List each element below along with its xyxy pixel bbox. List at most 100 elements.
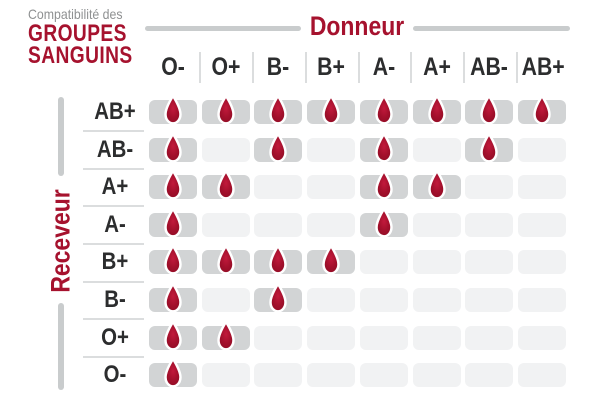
- row-label-O-: O-: [103, 361, 127, 389]
- cell-O--from-AB+: [517, 363, 566, 388]
- cell-AB+-from-AB+: [517, 94, 566, 125]
- cell-B--from-A+: [412, 288, 461, 312]
- blood-drop-icon: [269, 132, 288, 163]
- cell-O+-from-B-: [254, 325, 303, 350]
- cell-A+-from-B-: [254, 175, 303, 200]
- cell-O--from-B-: [254, 363, 303, 388]
- column-divider: [357, 52, 360, 83]
- cell-AB+-from-B-: [254, 94, 303, 125]
- cell-AB--from-B+: [307, 137, 356, 162]
- cell-B+-from-O+: [201, 244, 250, 275]
- cell-B+-from-AB-: [465, 250, 514, 275]
- cell-O--from-B+: [307, 363, 356, 388]
- column-header-O-: O-: [161, 53, 185, 81]
- chart-title-line-1: GROUPES: [28, 20, 127, 47]
- column-divider: [462, 52, 465, 83]
- cell-A--from-B-: [254, 212, 303, 237]
- donor-axis-label: Donneur: [309, 11, 405, 41]
- row-divider: [83, 130, 144, 133]
- blood-drop-icon: [164, 357, 182, 388]
- row-label-O+: O+: [101, 323, 129, 351]
- cell-A--from-O+: [201, 212, 250, 237]
- chart-title-block: Compatibilité des GROUPES SANGUINS: [28, 6, 159, 68]
- receiver-decorative-bar-top: [58, 97, 64, 176]
- receiver-decorative-bar-bottom: [58, 303, 64, 390]
- blood-drop-icon: [322, 94, 340, 125]
- receiver-axis-label: Receveur: [45, 189, 76, 293]
- column-divider: [515, 52, 518, 83]
- cell-O+-from-O+: [201, 320, 250, 351]
- column-divider: [199, 52, 202, 83]
- column-header-A-: A-: [372, 53, 396, 81]
- blood-drop-icon: [480, 132, 498, 163]
- column-header-B-: B-: [267, 53, 290, 81]
- row-divider: [83, 318, 144, 321]
- blood-drop-icon: [375, 132, 393, 163]
- cell-A--from-AB-: [465, 212, 514, 237]
- blood-drop-icon: [164, 282, 182, 313]
- blood-drop-icon: [164, 94, 182, 125]
- cell-O+-from-AB-: [465, 325, 514, 350]
- cell-B+-from-A-: [359, 250, 408, 275]
- cell-A--from-A-: [359, 207, 408, 238]
- cell-O+-from-B+: [307, 325, 356, 350]
- cell-B+-from-B-: [254, 244, 303, 275]
- blood-drop-icon: [427, 169, 446, 200]
- cell-B+-from-B+: [307, 244, 356, 275]
- blood-drop-icon: [375, 169, 393, 200]
- column-header-B+: B+: [317, 53, 345, 81]
- cell-AB+-from-O-: [149, 94, 197, 125]
- cell-AB--from-O+: [201, 137, 250, 162]
- blood-drop-icon: [216, 244, 235, 275]
- cell-B--from-O+: [201, 288, 250, 312]
- cell-B+-from-A+: [412, 250, 461, 275]
- column-divider: [252, 52, 255, 83]
- blood-drop-icon: [269, 282, 288, 313]
- blood-drop-icon: [375, 94, 393, 125]
- blood-drop-icon: [533, 94, 551, 125]
- column-divider: [304, 52, 307, 83]
- blood-drop-icon: [269, 244, 288, 275]
- cell-O--from-A+: [412, 363, 461, 388]
- blood-drop-icon: [164, 169, 182, 200]
- cell-AB--from-AB+: [517, 137, 566, 162]
- row-label-A-: A-: [104, 210, 126, 238]
- row-label-AB-: AB-: [96, 135, 134, 163]
- cell-B--from-AB-: [465, 288, 514, 312]
- cell-O--from-AB-: [465, 363, 514, 388]
- column-divider: [410, 52, 413, 83]
- blood-drop-icon: [164, 244, 182, 275]
- row-label-B-: B-: [104, 286, 126, 313]
- blood-drop-icon: [269, 94, 288, 125]
- chart-subtitle: Compatibilité des: [28, 6, 123, 22]
- column-header-AB-: AB-: [470, 53, 509, 81]
- cell-B--from-B-: [254, 282, 303, 313]
- row-label-A+: A+: [101, 173, 129, 201]
- blood-drop-icon: [375, 207, 393, 238]
- cell-B+-from-O-: [149, 244, 197, 275]
- blood-drop-icon: [216, 320, 235, 351]
- cell-A--from-O-: [149, 207, 197, 238]
- blood-drop-icon: [164, 207, 182, 238]
- cell-AB--from-A+: [412, 137, 461, 162]
- cell-O+-from-A+: [412, 325, 461, 350]
- cell-B--from-B+: [307, 288, 356, 312]
- cell-O+-from-A-: [359, 325, 408, 350]
- cell-AB--from-B-: [254, 132, 303, 163]
- cell-A--from-AB+: [517, 212, 566, 237]
- cell-A+-from-A+: [412, 169, 461, 200]
- cell-O--from-O-: [149, 357, 197, 388]
- cell-AB--from-O-: [149, 132, 197, 163]
- column-header-A+: A+: [422, 53, 451, 81]
- column-header-AB+: AB+: [521, 53, 565, 81]
- blood-drop-icon: [216, 169, 235, 200]
- cell-O+-from-AB+: [517, 325, 566, 350]
- cell-B--from-AB+: [517, 288, 566, 312]
- row-divider: [83, 355, 144, 358]
- cell-AB+-from-B+: [307, 94, 356, 125]
- row-divider: [83, 242, 144, 245]
- row-divider: [83, 167, 144, 170]
- row-label-AB+: AB+: [94, 98, 136, 125]
- cell-B--from-A-: [359, 288, 408, 312]
